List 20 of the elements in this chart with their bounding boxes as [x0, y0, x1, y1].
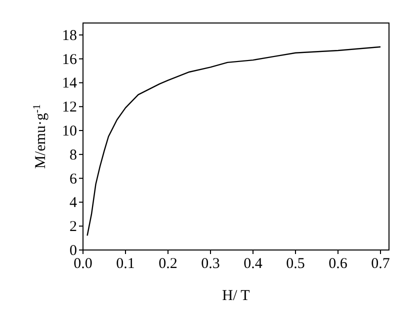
x-tick-label: 0.7 [371, 256, 390, 272]
y-tick-label: 16 [62, 52, 78, 68]
y-tick-label: 18 [62, 28, 77, 44]
y-tick-label: 8 [70, 147, 77, 164]
x-tick-label: 0.5 [286, 256, 305, 272]
y-tick-label: 10 [62, 124, 77, 140]
x-tick-label: 0.4 [244, 256, 263, 272]
x-tick-label: 0.2 [158, 256, 178, 272]
y-tick-label: 2 [70, 219, 77, 236]
y-tick-label: 12 [62, 100, 77, 116]
x-tick-label: 0.3 [201, 256, 220, 272]
line-series [86, 46, 382, 236]
x-axis-title: H/ T [222, 288, 250, 304]
x-tick-label: 0.6 [328, 256, 348, 272]
y-tick-label: 4 [70, 195, 78, 212]
x-tick-label: 0.0 [74, 256, 92, 272]
y-tick-label: 6 [70, 171, 78, 188]
y-tick-label: 0 [70, 243, 77, 259]
y-tick-label: 14 [62, 76, 78, 92]
x-tick-label: 0.1 [116, 256, 135, 272]
